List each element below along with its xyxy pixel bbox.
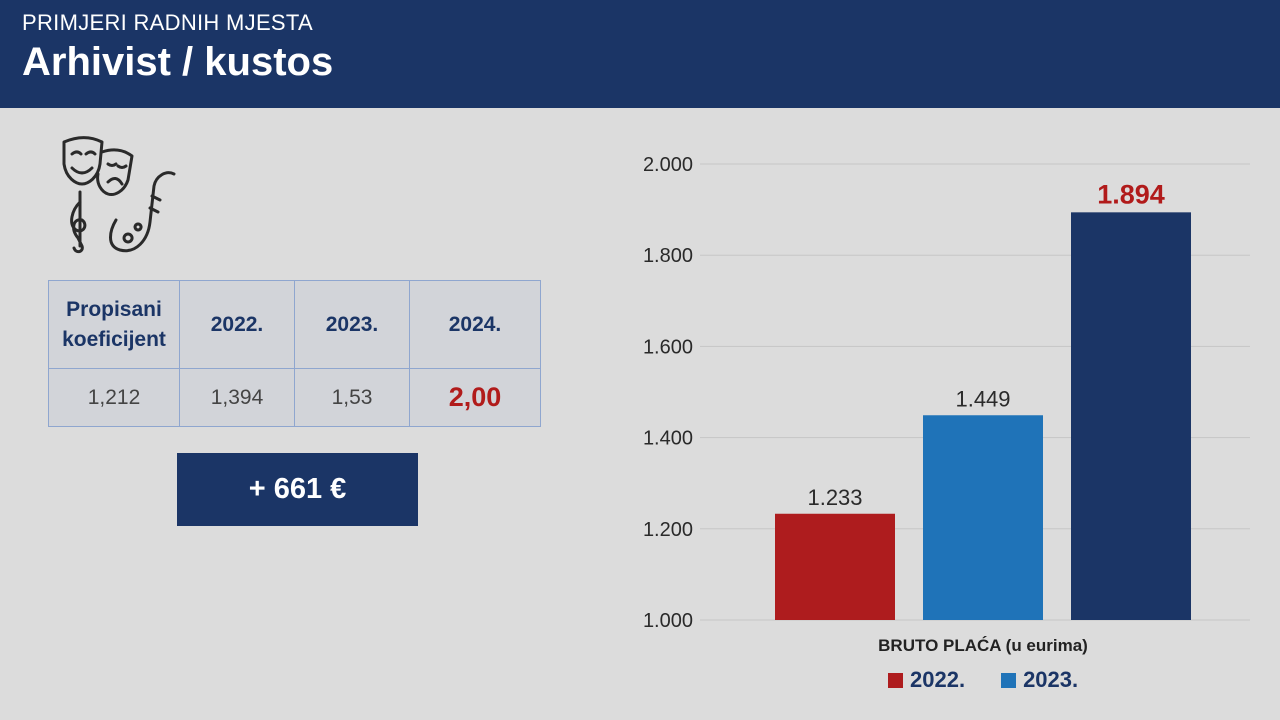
legend-label: 2022. <box>910 667 966 692</box>
legend-swatch-2022 <box>888 672 903 688</box>
salary-bar-chart: 1.000 1.200 1.400 1.600 1.800 2.000 1.233 1.449… <box>643 154 1250 630</box>
header-bar: PRIMJERI RADNIH MJESTA Arhivist / kustos <box>0 0 1280 108</box>
chart-legend: 2022. 2023. <box>888 667 1114 693</box>
header-subtitle: PRIMJERI RADNIH MJESTA <box>22 10 313 35</box>
bar-2022 <box>775 513 895 620</box>
theater-masks-music-icon <box>58 134 182 256</box>
legend-swatch-2023 <box>1001 672 1017 688</box>
legend-item: 2023. <box>1001 667 1078 693</box>
bar-2024 <box>1071 212 1191 620</box>
header-cell: 2024. <box>409 280 541 369</box>
bar-value-label: 1.233 <box>807 485 862 510</box>
bar-value-label: 1.449 <box>955 386 1010 411</box>
legend-item: 2022. <box>888 667 965 693</box>
y-tick-label: 1.000 <box>643 610 693 630</box>
bar-value-label: 1.894 <box>1097 179 1165 209</box>
value-cell: 1,53 <box>294 368 410 427</box>
y-tick-label: 1.200 <box>643 519 693 541</box>
coefficient-table: Propisani koeficijent 2022. 2023. 2024. … <box>48 280 541 427</box>
y-tick-label: 1.400 <box>643 428 693 450</box>
bar-2023 <box>923 415 1043 620</box>
y-tick-label: 1.600 <box>643 336 693 358</box>
y-tick-label: 1.800 <box>643 245 693 267</box>
value-cell: 1,212 <box>48 368 180 427</box>
table-header-row: Propisani koeficijent 2022. 2023. 2024. <box>48 280 541 369</box>
page-title: Arhivist / kustos <box>22 40 334 84</box>
legend-label: 2023. <box>1023 667 1079 692</box>
header-cell: 2023. <box>294 280 410 369</box>
header-cell: 2022. <box>179 280 295 369</box>
chart-axis-label: BRUTO PLAĆA (u eurima) <box>878 636 1088 655</box>
value-cell: 1,394 <box>179 368 295 427</box>
value-cell-highlight: 2,00 <box>409 368 541 427</box>
header-cell: Propisani koeficijent <box>48 280 180 369</box>
salary-increase-box: + 661 € <box>177 453 418 526</box>
y-tick-label: 2.000 <box>643 154 693 176</box>
table-row: 1,212 1,394 1,53 2,00 <box>48 368 541 427</box>
